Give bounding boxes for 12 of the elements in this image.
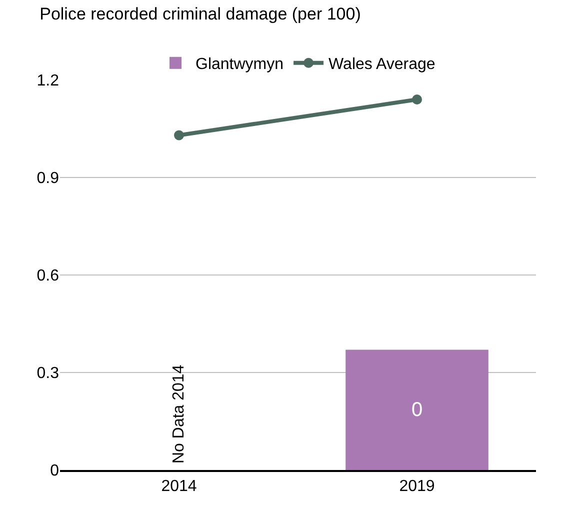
chart-title: Police recorded criminal damage (per 100) — [40, 4, 361, 24]
text: No Data 2014 — [170, 364, 188, 464]
y-tick-label: 0.6 — [36, 268, 60, 285]
data-label: 0 — [411, 398, 423, 421]
x-tick-label: 2014 — [161, 478, 197, 495]
legend-label: Glantwymyn — [196, 56, 284, 74]
legend-label: Wales Average — [328, 56, 436, 74]
y-tick-label: 1.2 — [36, 72, 60, 90]
x-tick-label: 2019 — [399, 478, 435, 495]
y-tick-label: 0.9 — [36, 170, 60, 188]
y-tick-label: 0 — [50, 462, 60, 480]
y-tick-label: 0.3 — [36, 365, 60, 382]
